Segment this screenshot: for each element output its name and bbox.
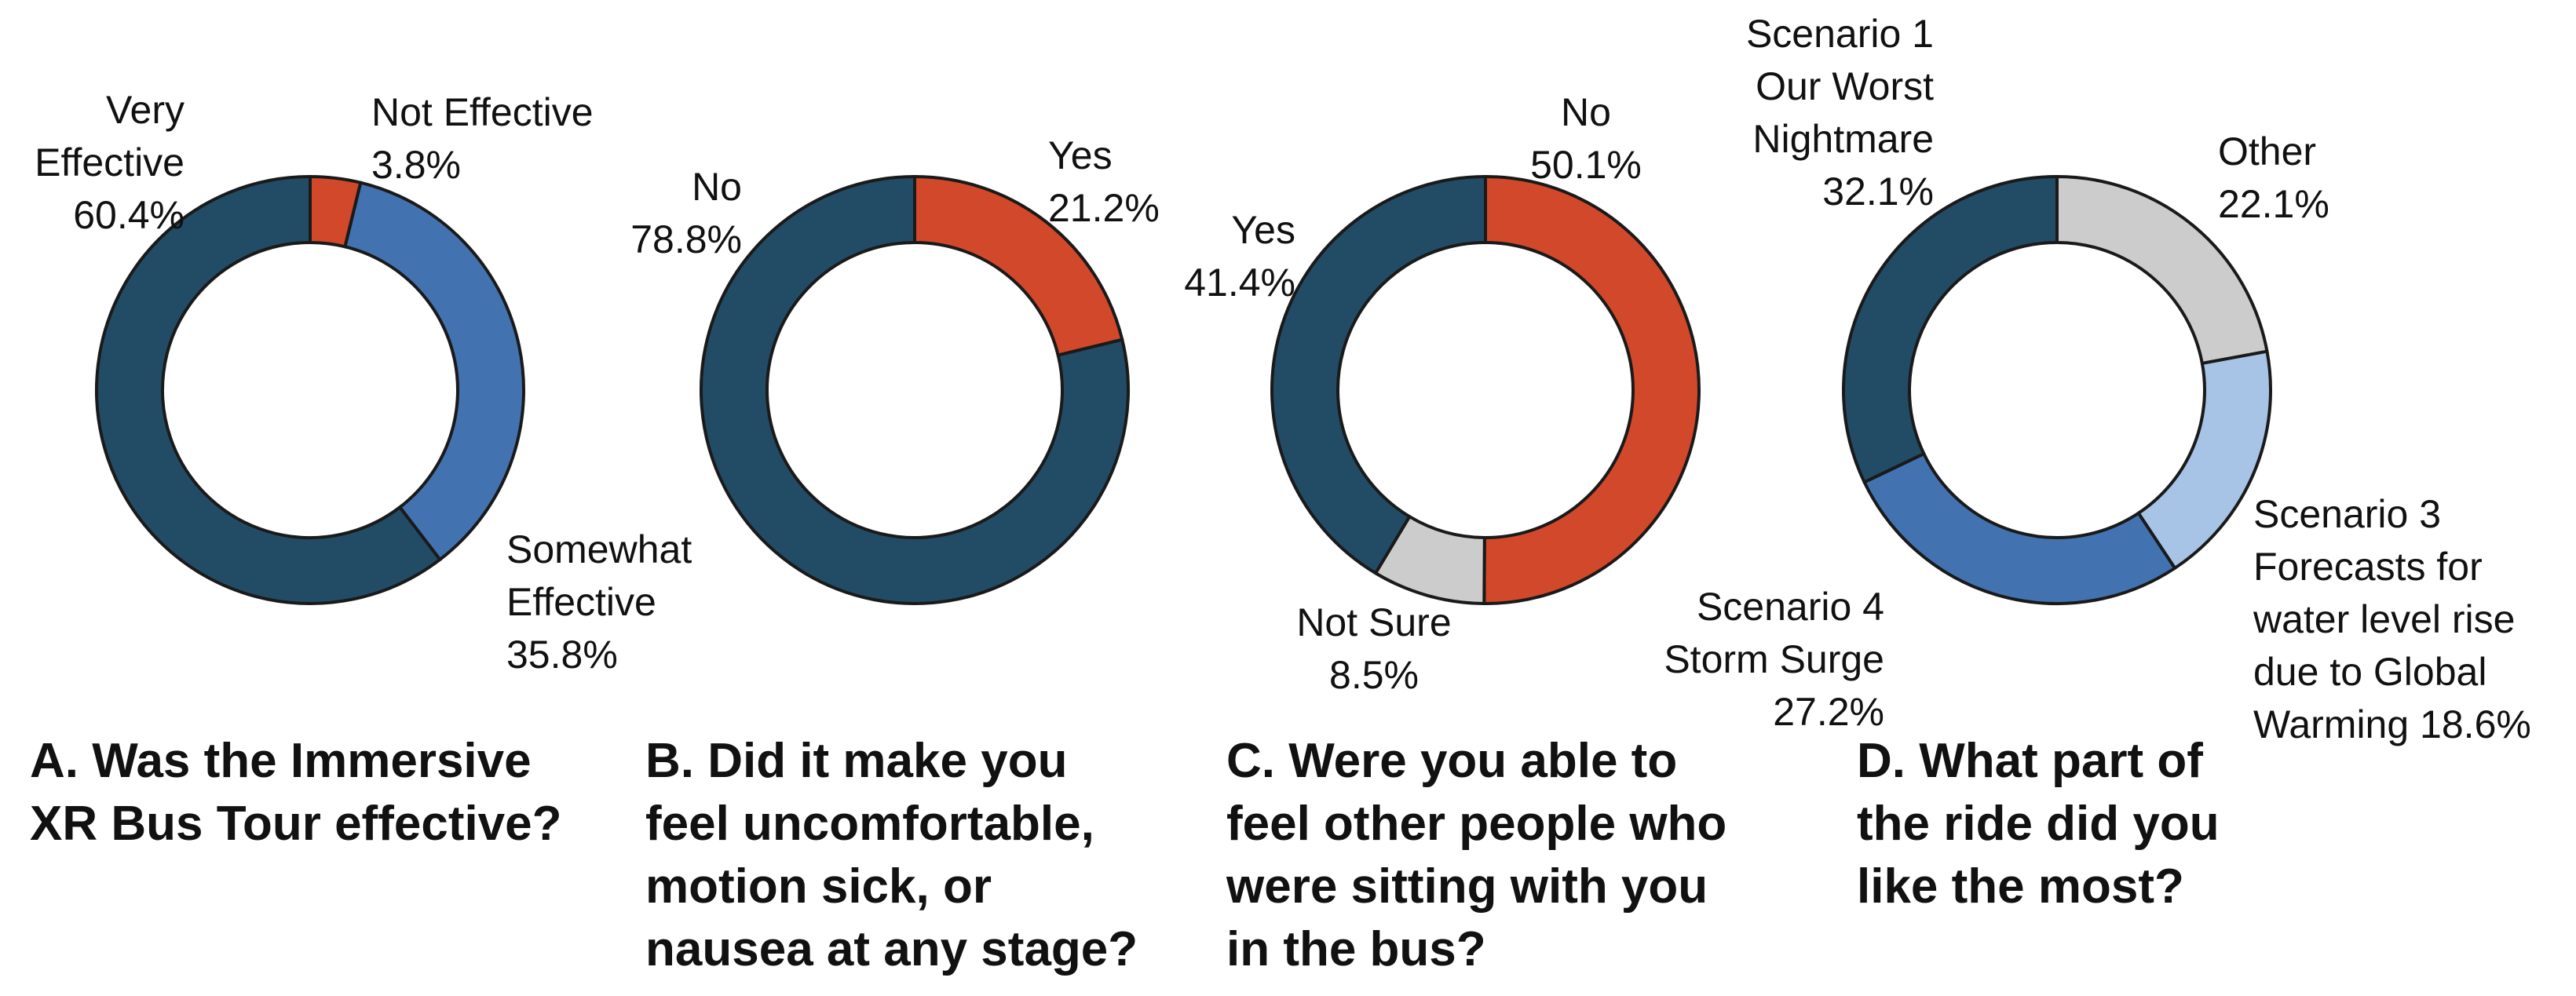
slice-label-somewhat: Somewhat Effective 35.8% [506,527,692,677]
donut-slice-no [699,174,1130,605]
donut-slice-other [2055,174,2269,366]
donut-slice-yes [1270,174,1487,575]
donut-slice-no [1482,174,1701,605]
slice-label-no: No 50.1% [1530,90,1642,187]
slice-label-no: No 78.8% [630,165,742,261]
chart-question-title: D. What part of the ride did you like the … [1857,734,2220,914]
donut-slice-very [95,174,443,605]
slice-label-not-effective: Not Effective 3.8% [371,90,594,187]
slice-label-other: Other 22.1% [2218,130,2329,226]
slice-label-not-sure: Not Sure 8.5% [1296,600,1451,697]
slice-label-scenario-4: Scenario 4 Storm Surge 27.2% [1664,585,1884,734]
slice-label-very: Very Effective 60.4% [35,88,185,237]
slice-label-yes: Yes 21.2% [1048,133,1160,230]
donut-slice-scenario-1 [1842,174,2059,485]
donut-chart-feel-others: No 50.1% Not Sure 8.5% Yes 41.4% C. Were you a… [1184,90,1726,976]
chart-question-title: B. Did it make you feel uncomfortable, mot… [645,734,1138,976]
donut-chart-favorite-part: Other 22.1% Scenario 3 Forecasts for water l… [1664,12,2531,914]
slice-label-scenario-1: Scenario 1 Our Worst Nightmare 32.1% [1746,12,1934,213]
donut-slice-yes [913,174,1124,357]
chart-question-title: C. Were you able to feel other people who… [1226,734,1726,976]
donut-chart-effectiveness: Not Effective 3.8% Somewhat Effective 35.8% V… [30,88,692,851]
donut-chart-motion-sickness: Yes 21.2% No 78.8% B. Did it make you feel un… [630,133,1160,976]
donut-slice-somewhat [343,181,525,562]
donut-slice-scenario-4 [1862,451,2177,605]
donut-slice-scenario-3 [2136,349,2272,571]
slice-label-scenario-3: Scenario 3 Forecasts for water level rise d… [2253,492,2531,746]
slice-label-yes: Yes 41.4% [1184,208,1295,305]
chart-question-title: A. Was the Immersive XR Bus Tour effectiv… [30,734,562,851]
